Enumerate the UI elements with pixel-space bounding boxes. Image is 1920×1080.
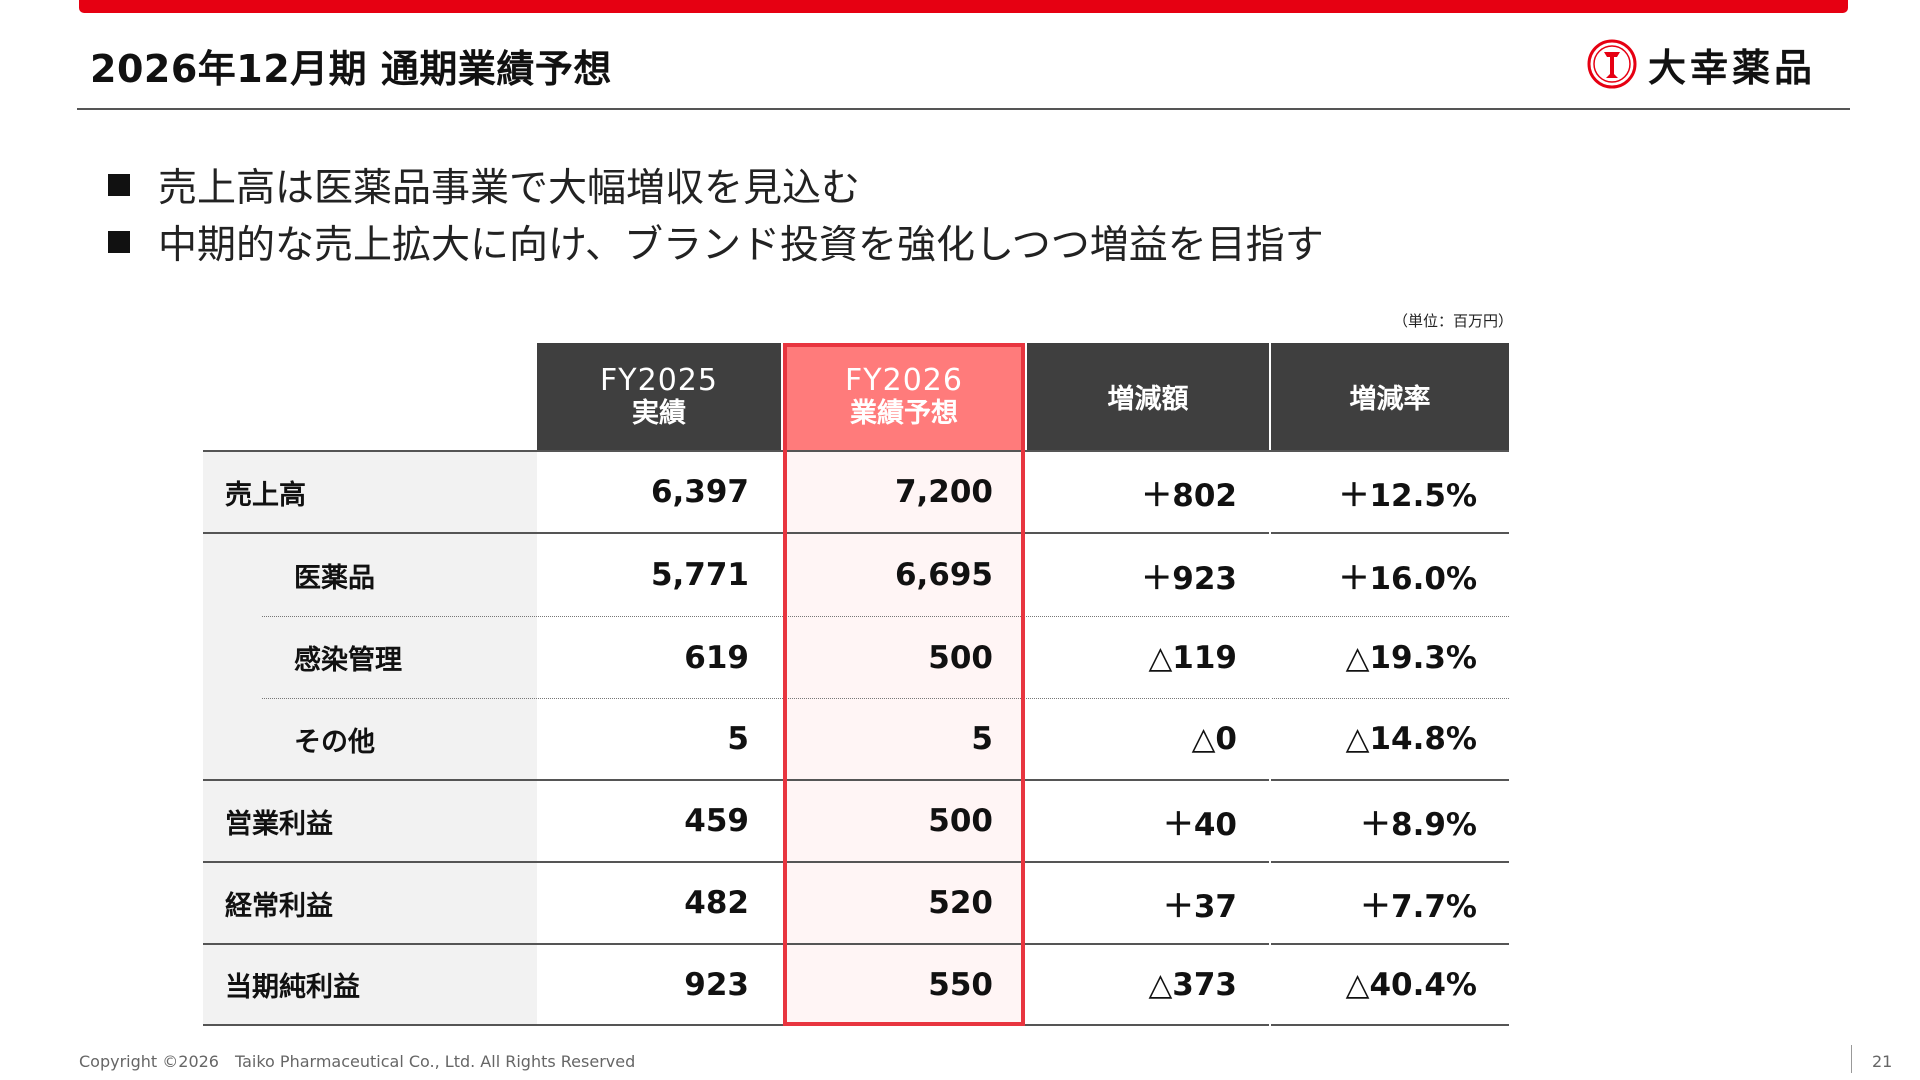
row-label-net-income: 当期純利益: [225, 972, 360, 1003]
row-label-pharma: 医薬品: [294, 562, 375, 594]
row-label-ordinary-income: 経常利益: [225, 890, 333, 922]
row-label-operating-income: 営業利益: [225, 808, 333, 840]
cell-fy2025-infection-control: 619: [684, 639, 749, 676]
bullet-text: 中期的な売上拡大に向け、ブランド投資を強化しつつ増益を目指す: [158, 222, 1324, 268]
label-column-background: [203, 452, 537, 1026]
row-label-infection-control: 感染管理: [294, 645, 402, 676]
row-label-other: その他: [294, 726, 375, 758]
cell-fy2025-operating-income: 459: [684, 803, 749, 839]
cell-fy2025-other: 5: [727, 721, 749, 757]
bullet-item: 中期的な売上拡大に向け、ブランド投資を強化しつつ増益を目指す: [108, 213, 1324, 270]
header-fy2026: FY2026 業績予想: [783, 343, 1025, 450]
top-accent-bar: [79, 0, 1848, 13]
cell-change-amount-ordinary-income: ＋37: [1162, 888, 1237, 925]
company-logo: 大幸薬品: [1586, 36, 1816, 92]
taiko-mark-icon: [1587, 39, 1637, 89]
cell-fy2026-ordinary-income: 520: [928, 885, 993, 921]
header-change-amount: 増減額: [1027, 343, 1269, 450]
cell-fy2026-other: 5: [971, 721, 993, 757]
cell-fy2026-pharma: 6,695: [894, 557, 993, 593]
cell-change-rate-infection-control: △19.3%: [1345, 639, 1477, 676]
cell-fy2026-net-income: 550: [928, 966, 993, 1003]
logo-text: 大幸薬品: [1648, 45, 1817, 90]
square-bullet-icon: [108, 173, 130, 196]
square-bullet-icon: [108, 230, 130, 253]
page-title: 2026年12月期 通期業績予想: [90, 47, 612, 91]
cell-change-amount-pharma: ＋923: [1141, 560, 1237, 597]
bullet-text: 売上高は医薬品事業で大幅増収を見込む: [158, 165, 861, 211]
forecast-table: FY2025 実績 FY2026 業績予想 増減額 増減率 売上高 6,397 …: [203, 343, 1509, 1026]
row-divider: [203, 450, 1509, 452]
row-divider: [203, 861, 1509, 863]
cell-change-rate-other: △14.8%: [1345, 721, 1477, 757]
header-change-rate: 増減率: [1271, 343, 1509, 450]
cell-fy2025-net-income: 923: [684, 966, 749, 1003]
cell-change-amount-operating-income: ＋40: [1162, 806, 1237, 843]
row-divider: [203, 532, 1509, 534]
cell-change-amount-sales: ＋802: [1141, 477, 1237, 514]
row-divider: [203, 943, 1509, 945]
cell-change-rate-net-income: △40.4%: [1345, 966, 1477, 1003]
cell-fy2026-operating-income: 500: [928, 803, 993, 839]
unit-note: （単位：百万円）: [1393, 312, 1514, 330]
forecast-highlight-frame: [783, 343, 1025, 1026]
column-separator: [1269, 452, 1271, 1026]
cell-fy2026-sales: 7,200: [894, 474, 993, 510]
cell-change-rate-sales: ＋12.5%: [1338, 477, 1477, 514]
cell-change-amount-other: △0: [1191, 721, 1237, 757]
cell-change-amount-infection-control: △119: [1148, 639, 1237, 676]
cell-fy2025-sales: 6,397: [650, 474, 749, 510]
copyright-text: Copyright ©2026 Taiko Pharmaceutical Co.…: [79, 1052, 636, 1071]
cell-fy2025-ordinary-income: 482: [684, 885, 749, 921]
cell-fy2025-pharma: 5,771: [650, 557, 749, 593]
page-number: 21: [1872, 1052, 1893, 1071]
bullet-item: 売上高は医薬品事業で大幅増収を見込む: [108, 156, 1324, 213]
footer-divider: [1851, 1045, 1852, 1073]
cell-fy2026-infection-control: 500: [928, 639, 993, 676]
cell-change-amount-net-income: △373: [1148, 966, 1237, 1003]
cell-change-rate-ordinary-income: ＋7.7%: [1360, 888, 1477, 925]
row-divider-dotted: [262, 698, 1509, 699]
row-label-sales: 売上高: [225, 479, 306, 511]
title-divider: [77, 108, 1850, 110]
forecast-column-background: [783, 452, 1025, 1026]
cell-change-rate-pharma: ＋16.0%: [1338, 560, 1477, 597]
row-divider: [203, 779, 1509, 781]
row-divider-dotted: [262, 616, 1509, 617]
summary-bullets: 売上高は医薬品事業で大幅増収を見込む 中期的な売上拡大に向け、ブランド投資を強化…: [108, 156, 1324, 270]
cell-change-rate-operating-income: ＋8.9%: [1360, 806, 1477, 843]
header-fy2025: FY2025 実績: [537, 343, 781, 450]
